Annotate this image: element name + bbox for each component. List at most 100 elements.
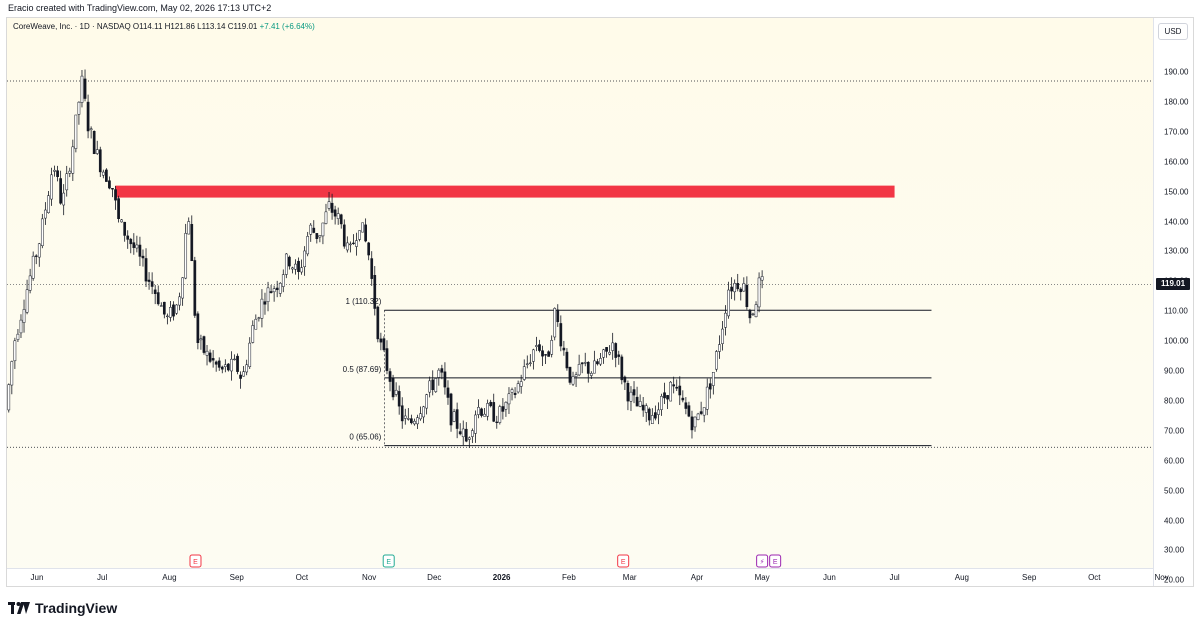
candle-body[interactable] [504, 401, 508, 410]
candle-body[interactable] [318, 235, 322, 238]
candle-body[interactable] [181, 277, 184, 299]
candle-body[interactable] [220, 366, 224, 370]
candle-body[interactable] [239, 374, 242, 379]
candle-body[interactable] [150, 281, 154, 287]
candle-body[interactable] [251, 325, 255, 343]
candle-body[interactable] [245, 364, 249, 373]
candle-body[interactable] [501, 406, 505, 412]
candle-body[interactable] [166, 315, 169, 318]
candle-body[interactable] [178, 296, 181, 306]
price-chart[interactable]: 1 (110.32) 0.5 (87.69) 0 (65.06) E E E ⚡ E [7, 18, 1153, 586]
earnings-marker-box[interactable] [382, 554, 395, 568]
candle-body[interactable] [184, 233, 188, 279]
candle-body[interactable] [410, 418, 413, 424]
candle-body[interactable] [355, 240, 358, 247]
candle-body[interactable] [715, 351, 718, 370]
candle-body[interactable] [214, 361, 218, 365]
candle-body[interactable] [647, 408, 651, 421]
candle-body[interactable] [153, 289, 157, 294]
chart-container[interactable]: 1 (110.32) 0.5 (87.69) 0 (65.06) E E E ⚡ E Core… [6, 17, 1194, 587]
candle-body[interactable] [208, 352, 212, 362]
candle-body[interactable] [288, 256, 291, 267]
candle-body[interactable] [25, 289, 29, 313]
candle-body[interactable] [111, 188, 114, 190]
candle-body[interactable] [315, 233, 319, 239]
candle-body[interactable] [580, 362, 584, 365]
candle-body[interactable] [291, 267, 294, 270]
candle-body[interactable] [751, 313, 755, 315]
candle-body[interactable] [394, 389, 398, 395]
candle-body[interactable] [693, 416, 697, 428]
candle-body[interactable] [446, 387, 450, 398]
candle-body[interactable] [400, 405, 404, 422]
candle-body[interactable] [361, 222, 364, 233]
candle-body[interactable] [211, 358, 215, 361]
candle-body[interactable] [422, 406, 425, 418]
candle-body[interactable] [260, 298, 264, 319]
candle-body[interactable] [248, 342, 252, 367]
candle-body[interactable] [632, 389, 636, 396]
candle-body[interactable] [699, 411, 703, 414]
candle-body[interactable] [602, 349, 605, 358]
candle-body[interactable] [13, 340, 17, 362]
candle-body[interactable] [538, 344, 541, 351]
candle-body[interactable] [80, 75, 84, 103]
candle-body[interactable] [376, 306, 380, 340]
candle-body[interactable] [388, 371, 392, 382]
candle-body[interactable] [684, 402, 688, 409]
candle-body[interactable] [403, 415, 407, 419]
candle-body[interactable] [660, 396, 663, 410]
candle-body[interactable] [556, 309, 560, 323]
candle-body[interactable] [77, 101, 81, 115]
candle-body[interactable] [358, 230, 361, 240]
candle-body[interactable] [373, 275, 377, 309]
candle-body[interactable] [349, 243, 352, 246]
candle-body[interactable] [705, 386, 709, 410]
candle-body[interactable] [324, 211, 328, 224]
candle-body[interactable] [117, 198, 120, 220]
candle-body[interactable] [547, 351, 550, 357]
candle-body[interactable] [757, 277, 761, 308]
candle-body[interactable] [730, 286, 733, 292]
candle-body[interactable] [489, 401, 493, 407]
candle-body[interactable] [172, 304, 175, 317]
candle-body[interactable] [95, 149, 99, 154]
candle-body[interactable] [159, 305, 163, 307]
candle-body[interactable] [711, 371, 715, 386]
candle-body[interactable] [617, 354, 621, 357]
candle-body[interactable] [114, 189, 117, 201]
candle-body[interactable] [193, 260, 197, 316]
candle-body[interactable] [22, 309, 26, 323]
candle-body[interactable] [309, 224, 313, 235]
candle-body[interactable] [135, 244, 139, 249]
candle-body[interactable] [425, 394, 428, 409]
candle-body[interactable] [492, 402, 496, 422]
candle-body[interactable] [382, 338, 386, 351]
candle-body[interactable] [657, 409, 660, 415]
candle-body[interactable] [339, 214, 343, 225]
candle-body[interactable] [663, 392, 666, 399]
candle-body[interactable] [385, 348, 389, 371]
candle-body[interactable] [629, 391, 633, 402]
candle-body[interactable] [242, 371, 245, 377]
candle-body[interactable] [562, 347, 566, 351]
candle-body[interactable] [391, 377, 395, 398]
candle-body[interactable] [257, 317, 261, 319]
candle-body[interactable] [10, 361, 14, 386]
candle-body[interactable] [144, 258, 148, 282]
candle-body[interactable] [217, 360, 221, 368]
candle-body[interactable] [440, 368, 444, 373]
candle-body[interactable] [379, 338, 383, 343]
candle-body[interactable] [28, 275, 32, 291]
candle-body[interactable] [690, 416, 694, 431]
candle-body[interactable] [86, 101, 90, 132]
candle-body[interactable] [510, 389, 514, 393]
candle-body[interactable] [748, 310, 752, 319]
candle-body[interactable] [666, 395, 669, 400]
candle-body[interactable] [745, 284, 749, 308]
candle-body[interactable] [516, 383, 520, 393]
candle-body[interactable] [123, 221, 127, 236]
candle-body[interactable] [467, 437, 471, 440]
candle-body[interactable] [675, 386, 679, 389]
candle-body[interactable] [474, 414, 477, 434]
